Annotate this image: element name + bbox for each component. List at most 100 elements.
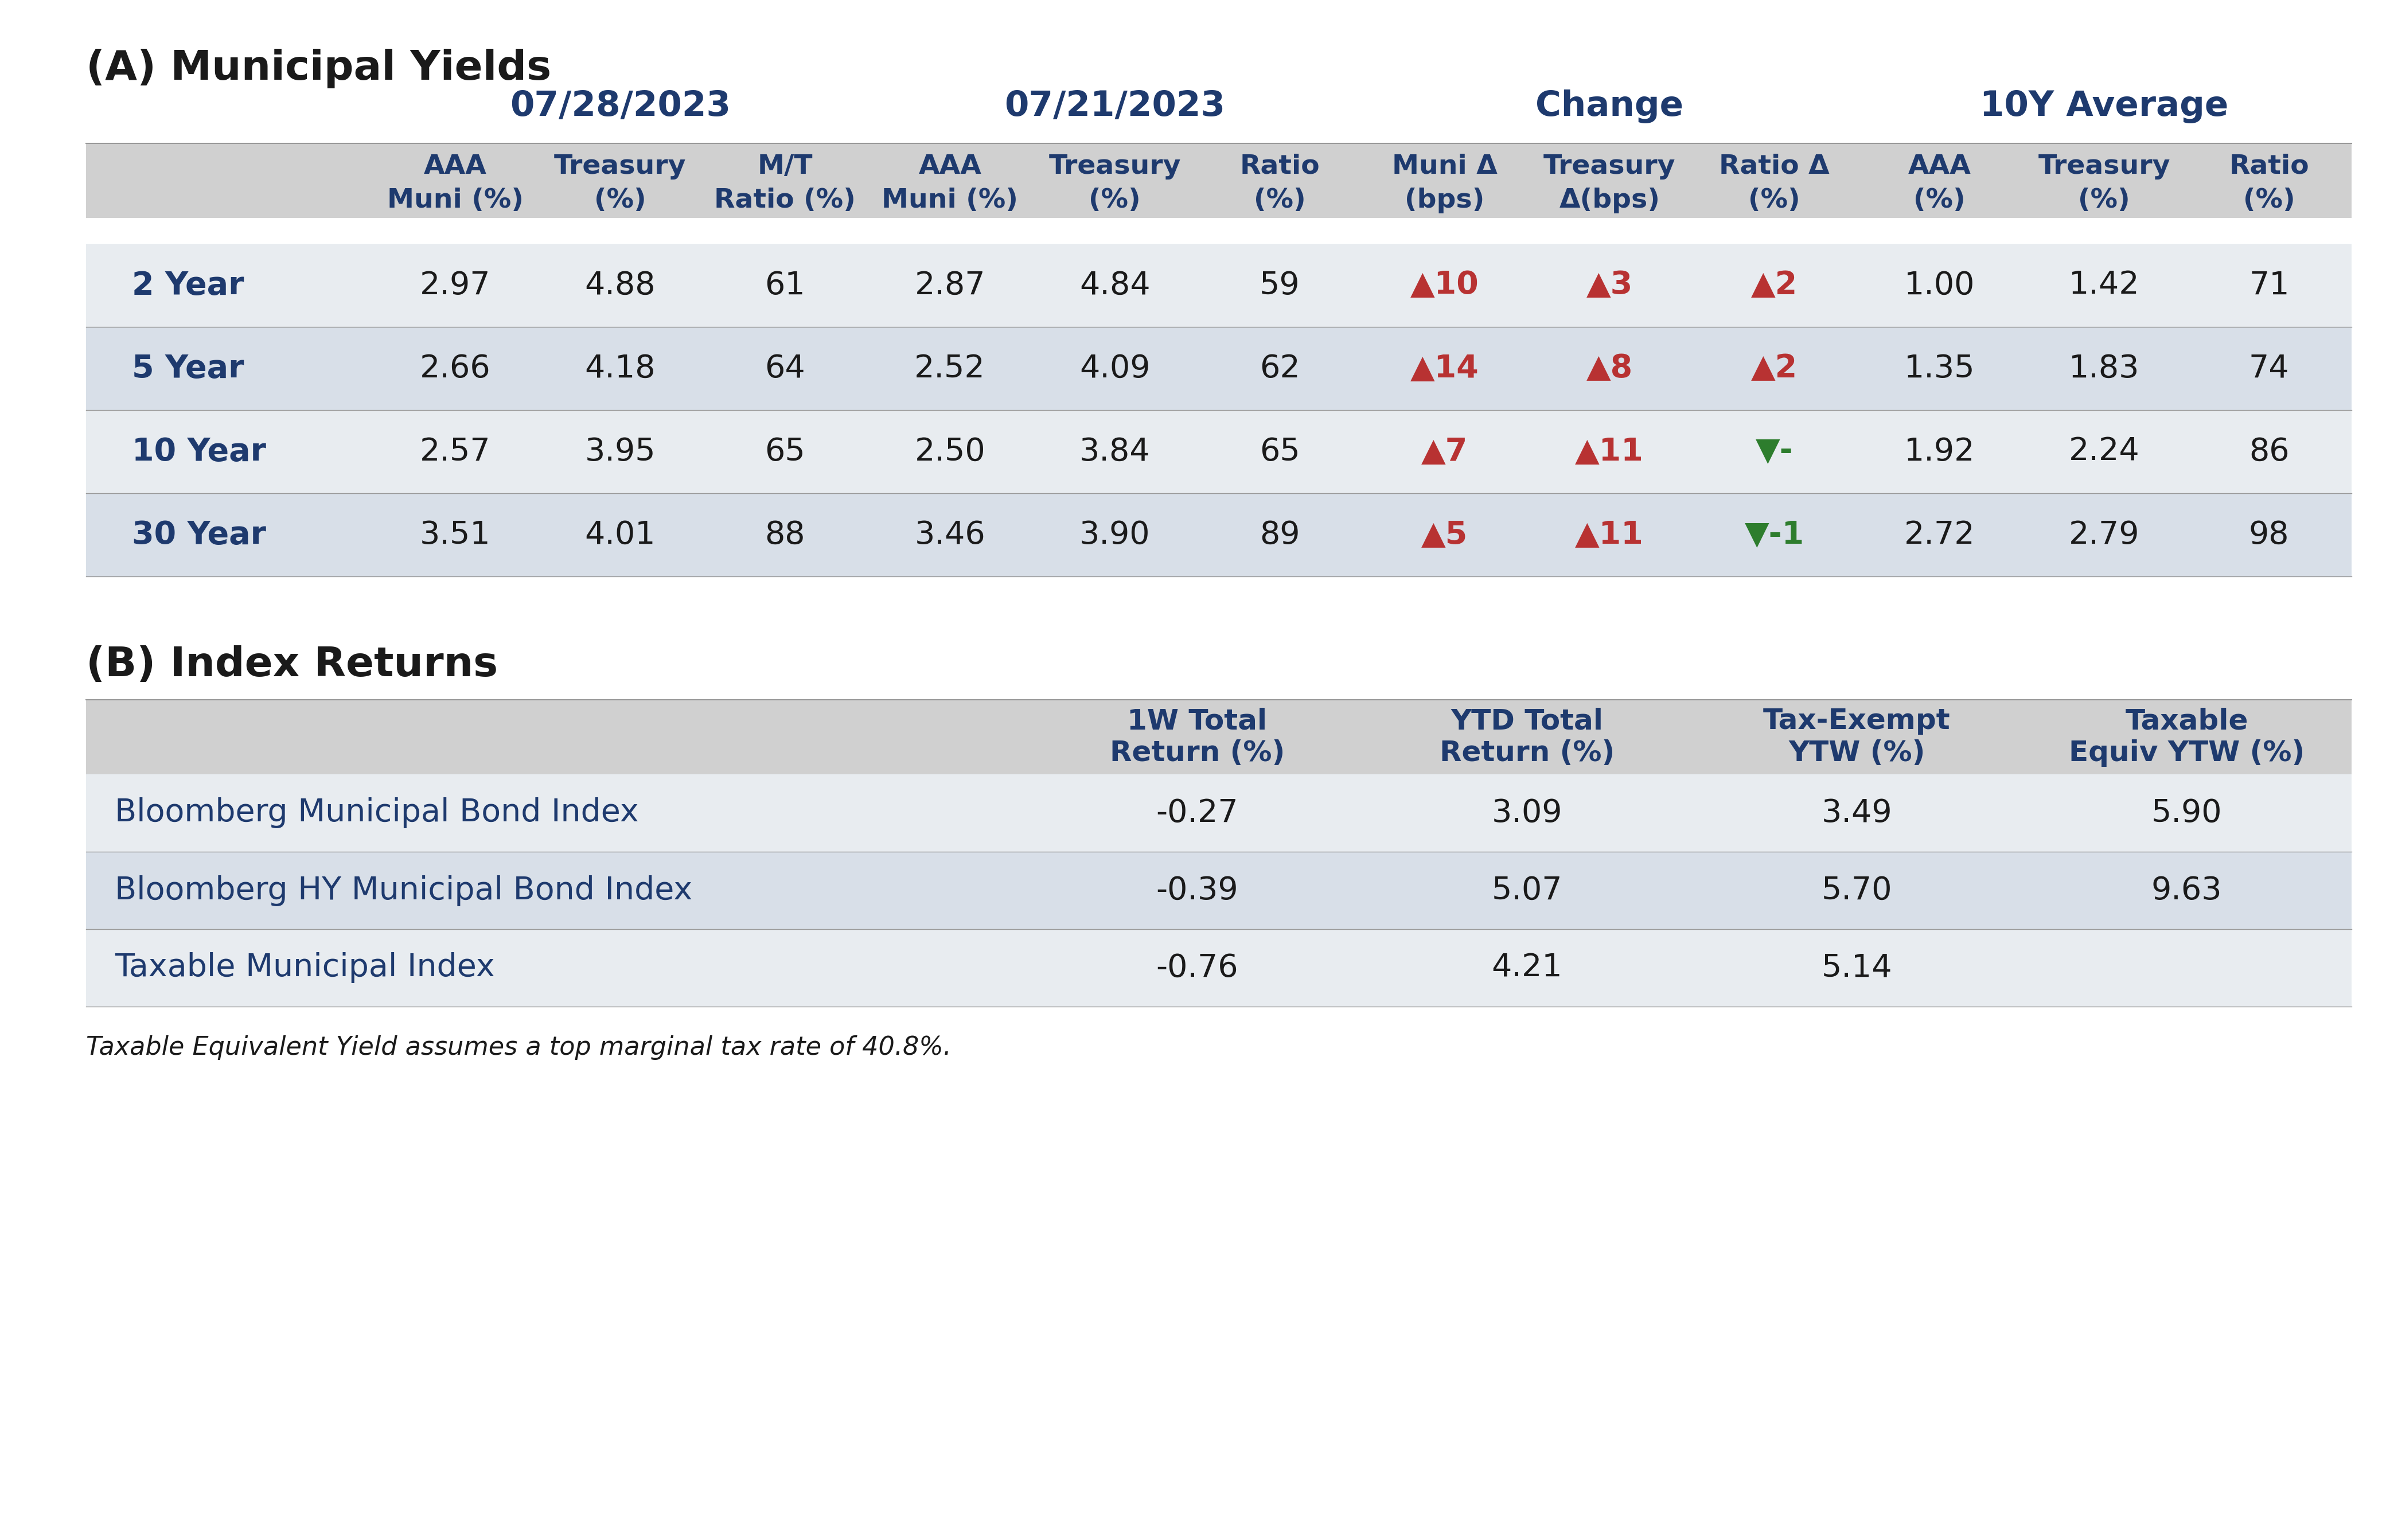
Bar bbox=[86, 326, 2352, 410]
Text: ▲10: ▲10 bbox=[1410, 269, 1479, 300]
Text: (%): (%) bbox=[1090, 188, 1140, 214]
Text: Taxable
Equiv YTW (%): Taxable Equiv YTW (%) bbox=[2070, 707, 2304, 767]
Bar bbox=[86, 493, 2352, 576]
Text: (bps): (bps) bbox=[1405, 188, 1484, 214]
Text: Muni (%): Muni (%) bbox=[882, 188, 1018, 214]
Text: 3.51: 3.51 bbox=[421, 519, 490, 550]
Text: -0.76: -0.76 bbox=[1157, 952, 1238, 984]
Text: 88: 88 bbox=[765, 519, 805, 550]
Bar bbox=[86, 243, 2352, 326]
Text: (%): (%) bbox=[1749, 188, 1800, 214]
Text: AAA: AAA bbox=[1907, 154, 1972, 179]
Text: Taxable Municipal Index: Taxable Municipal Index bbox=[115, 952, 495, 984]
Text: ▲2: ▲2 bbox=[1752, 353, 1797, 383]
Text: Ratio Δ: Ratio Δ bbox=[1718, 154, 1831, 179]
Text: AAA: AAA bbox=[918, 154, 982, 179]
Text: 1W Total
Return (%): 1W Total Return (%) bbox=[1109, 707, 1286, 767]
Text: YTD Total
Return (%): YTD Total Return (%) bbox=[1439, 707, 1616, 767]
Text: -0.27: -0.27 bbox=[1157, 798, 1238, 829]
Bar bbox=[86, 699, 2352, 775]
Text: Δ(bps): Δ(bps) bbox=[1558, 188, 1661, 214]
Bar bbox=[86, 410, 2352, 493]
Bar bbox=[86, 929, 2352, 1007]
Text: ▲14: ▲14 bbox=[1410, 353, 1479, 383]
Text: 07/21/2023: 07/21/2023 bbox=[1004, 89, 1226, 123]
Text: 3.90: 3.90 bbox=[1080, 519, 1150, 550]
Text: 2 Year: 2 Year bbox=[131, 269, 244, 300]
Text: Treasury: Treasury bbox=[1544, 154, 1675, 179]
Text: ▲2: ▲2 bbox=[1752, 269, 1797, 300]
Text: ▲5: ▲5 bbox=[1422, 519, 1467, 550]
Text: Treasury: Treasury bbox=[2039, 154, 2170, 179]
Text: Treasury: Treasury bbox=[554, 154, 686, 179]
Text: ▲11: ▲11 bbox=[1575, 436, 1644, 467]
Text: 4.09: 4.09 bbox=[1080, 353, 1150, 383]
Text: 4.01: 4.01 bbox=[586, 519, 655, 550]
Text: ▼-1: ▼-1 bbox=[1745, 519, 1804, 550]
Text: 4.84: 4.84 bbox=[1080, 269, 1150, 300]
Text: 2.97: 2.97 bbox=[421, 269, 490, 300]
Text: 2.87: 2.87 bbox=[915, 269, 985, 300]
Text: 2.50: 2.50 bbox=[915, 436, 985, 467]
Text: ▲11: ▲11 bbox=[1575, 519, 1644, 550]
Text: 1.35: 1.35 bbox=[1905, 353, 1974, 383]
Text: 98: 98 bbox=[2249, 519, 2290, 550]
Text: 3.84: 3.84 bbox=[1080, 436, 1150, 467]
Text: 5.14: 5.14 bbox=[1821, 952, 1893, 984]
Text: 1.42: 1.42 bbox=[2070, 269, 2139, 300]
Text: (%): (%) bbox=[1255, 188, 1305, 214]
Text: (%): (%) bbox=[595, 188, 645, 214]
Text: 59: 59 bbox=[1260, 269, 1300, 300]
Text: Muni (%): Muni (%) bbox=[387, 188, 523, 214]
Text: 2.79: 2.79 bbox=[2070, 519, 2139, 550]
Text: 86: 86 bbox=[2249, 436, 2290, 467]
Text: Treasury: Treasury bbox=[1049, 154, 1181, 179]
Text: 2.57: 2.57 bbox=[421, 436, 490, 467]
Text: 10 Year: 10 Year bbox=[131, 436, 265, 467]
Text: (B) Index Returns: (B) Index Returns bbox=[86, 645, 497, 685]
Text: 9.63: 9.63 bbox=[2151, 875, 2223, 906]
Text: 89: 89 bbox=[1260, 519, 1300, 550]
Text: -0.39: -0.39 bbox=[1157, 875, 1238, 906]
Text: 30 Year: 30 Year bbox=[131, 519, 265, 550]
Text: 3.46: 3.46 bbox=[915, 519, 985, 550]
Text: Bloomberg Municipal Bond Index: Bloomberg Municipal Bond Index bbox=[115, 798, 638, 829]
Text: (%): (%) bbox=[2079, 188, 2129, 214]
Text: Ratio: Ratio bbox=[2230, 154, 2309, 179]
Text: Ratio (%): Ratio (%) bbox=[715, 188, 856, 214]
Text: 1.92: 1.92 bbox=[1905, 436, 1974, 467]
Text: 1.83: 1.83 bbox=[2070, 353, 2139, 383]
Text: 5 Year: 5 Year bbox=[131, 353, 244, 383]
Text: 5.70: 5.70 bbox=[1821, 875, 1893, 906]
Text: ▲7: ▲7 bbox=[1422, 436, 1467, 467]
Text: 2.52: 2.52 bbox=[915, 353, 985, 383]
Text: 3.09: 3.09 bbox=[1491, 798, 1563, 829]
Text: Change: Change bbox=[1534, 89, 1683, 123]
Text: 07/28/2023: 07/28/2023 bbox=[509, 89, 731, 123]
Text: 2.72: 2.72 bbox=[1905, 519, 1974, 550]
Text: 5.90: 5.90 bbox=[2151, 798, 2223, 829]
Text: 5.07: 5.07 bbox=[1491, 875, 1563, 906]
Text: Taxable Equivalent Yield assumes a top marginal tax rate of 40.8%.: Taxable Equivalent Yield assumes a top m… bbox=[86, 1035, 951, 1060]
Text: 61: 61 bbox=[765, 269, 805, 300]
Text: M/T: M/T bbox=[758, 154, 813, 179]
Text: Muni Δ: Muni Δ bbox=[1391, 154, 1499, 179]
Text: 3.49: 3.49 bbox=[1821, 798, 1893, 829]
Text: 4.18: 4.18 bbox=[586, 353, 655, 383]
Bar bbox=[86, 775, 2352, 852]
Text: 74: 74 bbox=[2249, 353, 2290, 383]
Text: 64: 64 bbox=[765, 353, 805, 383]
Text: Bloomberg HY Municipal Bond Index: Bloomberg HY Municipal Bond Index bbox=[115, 875, 693, 906]
Text: 10Y Average: 10Y Average bbox=[1979, 89, 2227, 123]
Text: ▲3: ▲3 bbox=[1587, 269, 1632, 300]
Text: 65: 65 bbox=[765, 436, 805, 467]
Text: 62: 62 bbox=[1260, 353, 1300, 383]
Text: 1.00: 1.00 bbox=[1905, 269, 1974, 300]
Text: ▲8: ▲8 bbox=[1587, 353, 1632, 383]
Bar bbox=[86, 143, 2352, 219]
Text: 4.21: 4.21 bbox=[1491, 952, 1563, 984]
Text: (A) Municipal Yields: (A) Municipal Yields bbox=[86, 49, 552, 88]
Text: 71: 71 bbox=[2249, 269, 2290, 300]
Text: 4.88: 4.88 bbox=[586, 269, 655, 300]
Bar bbox=[86, 852, 2352, 929]
